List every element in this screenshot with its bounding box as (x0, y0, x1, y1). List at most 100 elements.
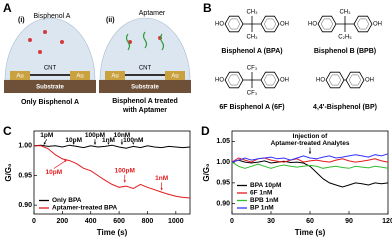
benzene-ring-inner (348, 74, 362, 86)
caption: Bisphenol A treated (112, 98, 178, 105)
x-axis-title: Time (s) (97, 228, 128, 237)
aptamer-strand (159, 33, 165, 51)
benzene-ring (260, 15, 280, 33)
group-label: OH (280, 22, 289, 28)
group-label: CH₃ (246, 10, 258, 16)
legend-label: BPB 1nM (250, 197, 279, 204)
electrode-label: Au (111, 74, 118, 80)
group-label: CF₃ (247, 91, 258, 97)
electrode (105, 71, 125, 80)
panel-label: D (201, 124, 210, 138)
x-tick-label: 60 (306, 218, 314, 225)
annotation-arrowhead (120, 142, 124, 145)
annotation: 1nM (155, 175, 168, 182)
benzene-ring-inner (263, 74, 277, 86)
molecule (28, 38, 32, 42)
benzene-ring-inner (227, 18, 241, 30)
legend-label: Only BPA (52, 197, 82, 204)
series-line (33, 144, 191, 149)
x-tick-label: 30 (267, 218, 275, 225)
dome (99, 17, 191, 81)
legend-label: Aptamer-treated BPA (52, 205, 118, 212)
annotation: 1pM (40, 132, 53, 139)
x-tick-label: 400 (85, 218, 97, 225)
annotation: Aptamer-treated Analytes (271, 140, 350, 147)
annotation: 10nM (114, 132, 131, 139)
molecule (43, 30, 47, 34)
legend-label: BP 1nM (250, 205, 274, 212)
series-line (231, 159, 389, 188)
benzene-ring (317, 15, 337, 33)
annotation: 1nM (102, 137, 115, 144)
aptamers (125, 31, 165, 51)
y-axis-title: G/G₀ (4, 163, 13, 182)
electrode (70, 71, 90, 80)
x-tick-label: 200 (57, 218, 69, 225)
schematic: A (i) (ii) Bisphenol A Aptamer CNT CNT (3, 1, 191, 114)
x-tick-label: 90 (345, 218, 353, 225)
group-label: HO (215, 78, 224, 84)
annotation-arrowhead (132, 142, 135, 145)
x-tick-label: 1000 (168, 218, 184, 225)
caption: Only Bisphenol A (21, 99, 79, 106)
benzene-ring (345, 71, 365, 89)
group-label: CF₃ (247, 66, 258, 72)
panel-label: A (3, 1, 12, 15)
tag: (ii) (106, 17, 115, 24)
aptamer-strand (142, 31, 148, 49)
series-line (231, 153, 389, 163)
x-tick-label: 800 (142, 218, 154, 225)
electrode-label: Au (76, 74, 83, 80)
x-tick-label: 120 (382, 218, 392, 225)
annotation-arrowhead (123, 180, 126, 183)
substrate (4, 80, 96, 93)
benzene-ring-inner (320, 18, 334, 30)
substrate (99, 80, 191, 93)
x-axis-title: Time (s) (295, 228, 326, 237)
annotation: 10pM (65, 137, 82, 144)
y-tick-label: 0.90 (216, 200, 230, 207)
group-label: OH (280, 78, 289, 84)
aptamer-strand (125, 33, 131, 51)
structure-name: Bisphenol A (BPA) (221, 48, 282, 55)
legend-label: BPA 10pM (250, 182, 281, 189)
annotation: Injection of (293, 133, 329, 140)
benzene-ring-inner (356, 18, 370, 30)
group-label: OH (365, 78, 374, 84)
benzene-ring (325, 71, 345, 89)
annotation-arrowhead (160, 188, 163, 191)
y-tick-label: 0.95 (18, 172, 32, 179)
y-axis-title: G/G₀ (202, 163, 211, 182)
molecule (38, 50, 42, 54)
benzene-ring (353, 15, 373, 33)
caption: with Aptamer (122, 107, 167, 114)
y-tick-label: 0.95 (216, 180, 230, 187)
benzene-ring (224, 15, 244, 33)
plot-frame (33, 130, 191, 215)
annotation-arrow (53, 159, 67, 169)
group-label: C₂H₅ (338, 35, 352, 41)
annotation-arrowhead (72, 142, 75, 145)
analyte-label: Bisphenol A (34, 13, 71, 20)
series-line (231, 157, 389, 163)
x-tick-label: 600 (113, 218, 125, 225)
panel-label: B (203, 1, 212, 15)
molecule (60, 40, 64, 44)
group-label: CH₃ (339, 10, 351, 16)
annotation-arrowhead (64, 160, 67, 163)
group-label: CH₃ (246, 35, 258, 41)
group-label: HO (215, 22, 224, 28)
group-label: OH (373, 22, 382, 28)
annotation-arrowhead (93, 142, 97, 145)
dome (4, 17, 96, 81)
x-tick-label: 0 (230, 218, 234, 225)
benzene-ring (260, 71, 280, 89)
benzene-ring-inner (263, 18, 277, 30)
benzene-ring-inner (328, 74, 342, 86)
electrode-label: Au (171, 74, 178, 80)
annotation-arrowhead (43, 142, 46, 145)
annotation: 100nM (123, 137, 143, 144)
cnt-label: CNT (44, 66, 57, 72)
